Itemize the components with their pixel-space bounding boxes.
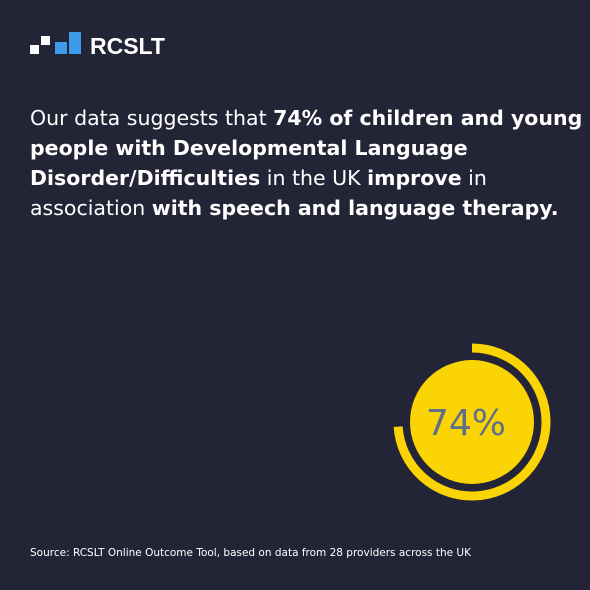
headline-line: Disorder/Difficulties in the UK improve …	[30, 166, 487, 190]
headline-segment: in the UK	[260, 166, 367, 190]
value-label: 74%	[426, 403, 506, 444]
source: Source: RCSLT Online Outcome Tool, based…	[30, 547, 472, 559]
headline-line: association with speech and language the…	[30, 196, 559, 220]
logo-mark	[30, 32, 81, 54]
headline: Our data suggests that 74% of children a…	[30, 106, 582, 220]
headline-segment: with speech and language therapy.	[152, 196, 559, 220]
headline-segment: Our data suggests that	[30, 106, 273, 130]
headline-line: Our data suggests that 74% of children a…	[30, 106, 582, 130]
headline-segment: Disorder/Difficulties	[30, 166, 260, 190]
donut-center	[410, 360, 534, 484]
donut-arc	[393, 343, 551, 501]
headline-segment: people with Developmental Language	[30, 136, 468, 160]
logo-text: RCSLT	[90, 33, 165, 59]
headline-segment: association	[30, 196, 152, 220]
headline-line: people with Developmental Language	[30, 136, 468, 160]
headline-segment: in	[462, 166, 487, 190]
headline-segment: 74% of children and young	[273, 106, 582, 130]
donut-chart: 74%	[393, 343, 551, 501]
headline-segment: improve	[367, 166, 462, 190]
